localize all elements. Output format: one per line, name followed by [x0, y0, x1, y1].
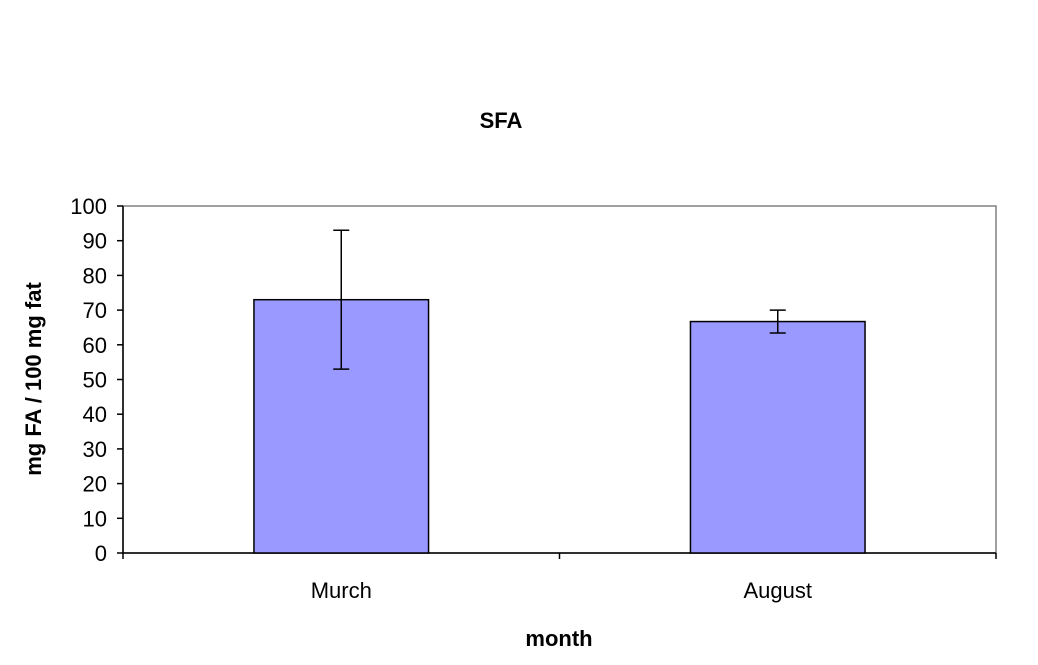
x-axis: Murch August: [122, 552, 997, 603]
y-tick-label: 40: [83, 402, 107, 427]
error-bar: [769, 309, 786, 334]
y-tick-label: 70: [83, 298, 107, 323]
error-bars: [333, 229, 786, 370]
y-tick-label: 100: [70, 194, 107, 219]
y-axis: 0 10 20 30 40 50 60 70 80 90 100: [70, 194, 124, 566]
y-tick-label: 30: [83, 437, 107, 462]
y-axis-title: mg FA / 100 mg fat: [21, 282, 46, 476]
chart-title: SFA: [480, 108, 523, 133]
bar: [689, 320, 866, 554]
y-tick-label: 10: [83, 506, 107, 531]
x-tick-label: Murch: [311, 578, 372, 603]
x-axis-title: month: [525, 626, 592, 651]
y-tick-label: 0: [95, 541, 107, 566]
x-tick-label: August: [744, 578, 813, 603]
y-tick-label: 90: [83, 229, 107, 254]
y-tick-label: 60: [83, 333, 107, 358]
y-tick-label: 80: [83, 263, 107, 288]
y-tick-label: 50: [83, 368, 107, 393]
error-bar: [333, 229, 350, 370]
y-tick-label: 20: [83, 472, 107, 497]
